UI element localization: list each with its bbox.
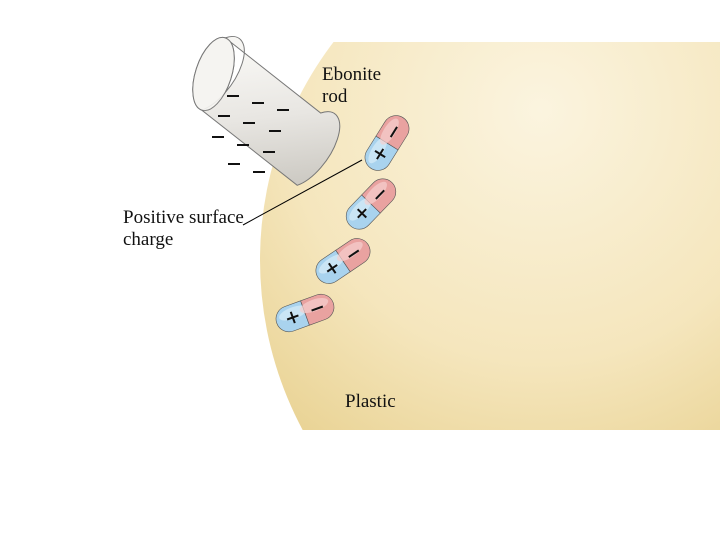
label-positive-surface-charge: Positive surfacecharge [123, 207, 244, 250]
label-plastic: Plastic [345, 391, 396, 412]
diagram-canvas: EboniterodPositive surfacechargePlastic [0, 0, 720, 540]
